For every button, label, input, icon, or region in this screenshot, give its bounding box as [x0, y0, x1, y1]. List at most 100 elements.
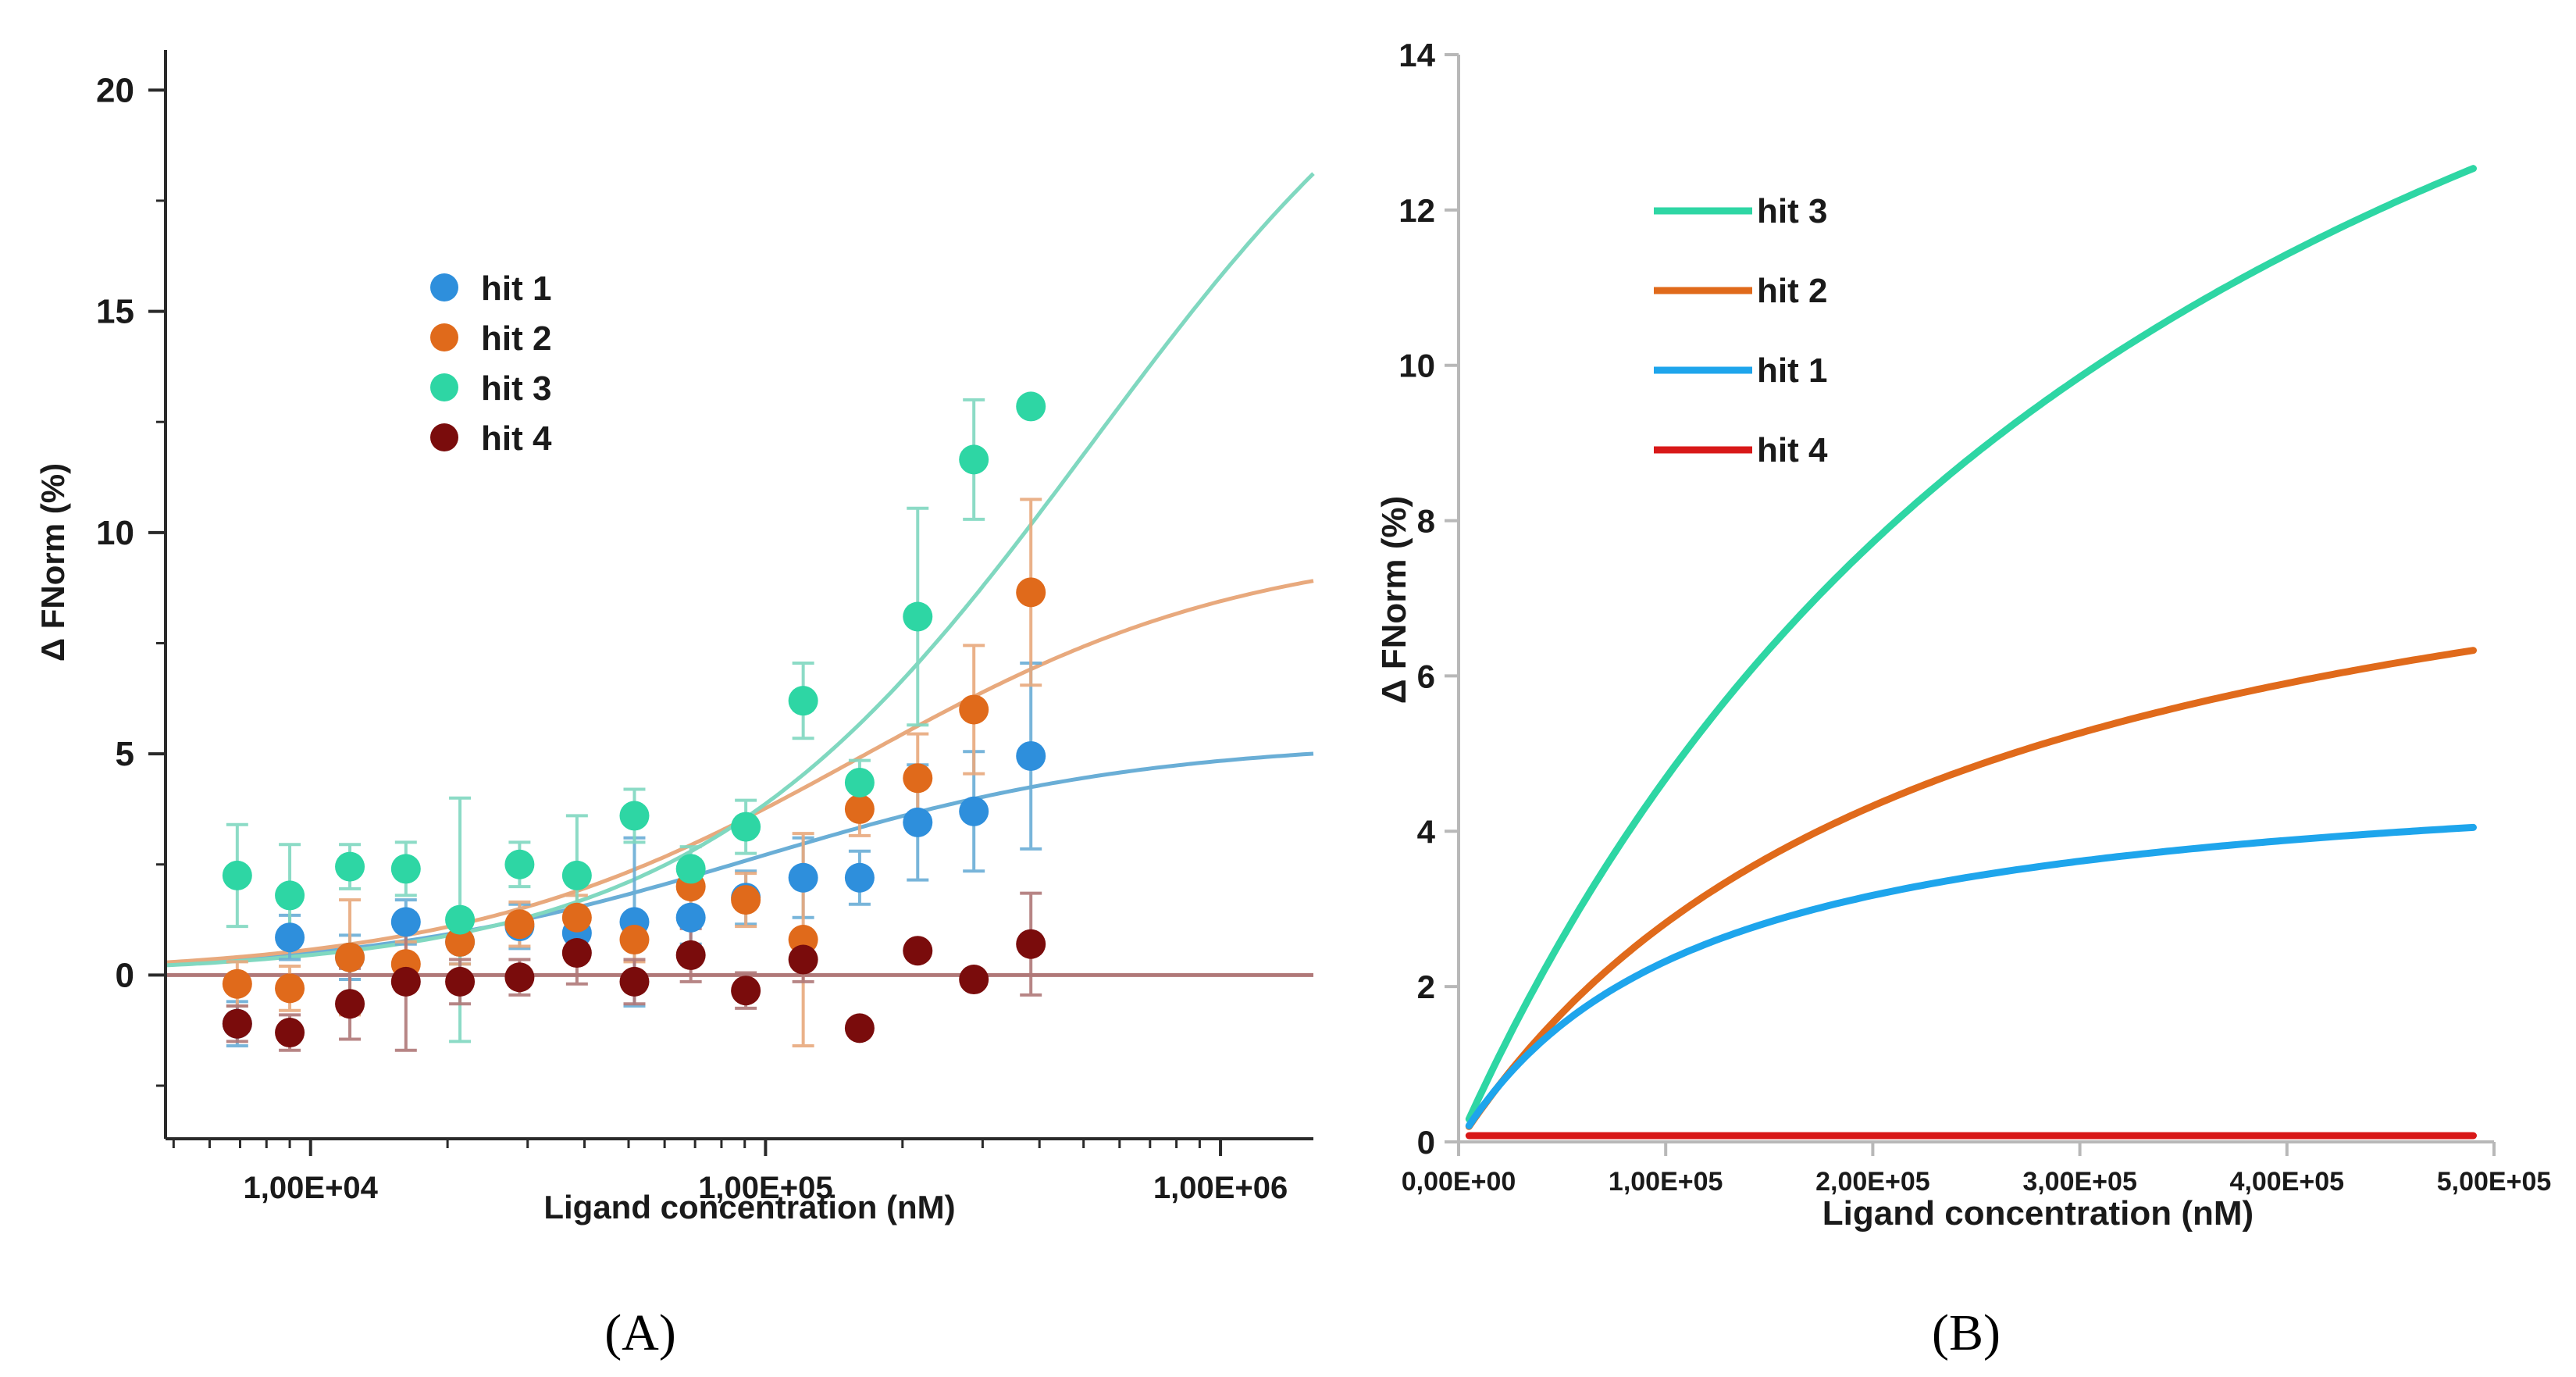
data-point-hit-2	[959, 694, 989, 725]
data-point-hit-2	[844, 794, 875, 824]
y-tick-label: 20	[96, 71, 134, 109]
x-tick-label: 1,00E+06	[1153, 1171, 1288, 1205]
legend-label-hit-1: hit 1	[481, 269, 551, 308]
data-point-hit-1	[1016, 740, 1046, 771]
panel-a-chart: 1,00E+04 1,00E+05 1,00E+06 0 5 10 15 20 Ligand…	[34, 50, 1315, 1361]
data-point-hit-2	[445, 926, 476, 957]
data-point-hit-4	[844, 1013, 875, 1043]
legend-label-hit-4: hit 4	[1757, 431, 1828, 469]
legend-label-hit-4: hit 4	[481, 419, 552, 458]
data-point-hit-3	[959, 444, 989, 475]
data-point-hit-2	[335, 942, 365, 972]
data-point-hit-3	[1016, 391, 1046, 422]
y-tick-label: 4	[1417, 813, 1436, 850]
data-point-hit-3	[275, 880, 305, 911]
data-point-hit-4	[959, 965, 989, 995]
data-point-hit-4	[675, 940, 706, 970]
x-tick-label: 1,00E+05	[698, 1171, 832, 1205]
data-point-hit-2	[504, 909, 535, 940]
fit-curve-hit-3	[165, 172, 1315, 968]
curve-hit-1	[1465, 823, 2477, 1129]
data-point-hit-1	[675, 902, 706, 933]
x-tick-label: 1,00E+04	[244, 1171, 379, 1205]
x-tick-label: 4,00E+05	[2230, 1167, 2345, 1197]
y-tick-label: 10	[96, 514, 134, 552]
data-point-hit-2	[731, 885, 761, 915]
panel-b-x-axis-label: Ligand concentration (nM)	[1822, 1194, 2254, 1233]
data-point-hit-2	[275, 973, 305, 1004]
legend-label-hit-1: hit 1	[1757, 351, 1827, 390]
panel-b-y-ticks: 0 2 4 6 8 10 12 14	[1398, 37, 1459, 1161]
panel-a-legend: hit 1 hit 2 hit 3 hit 4	[430, 269, 552, 458]
legend-marker-hit-3	[430, 373, 458, 401]
panel-a-y-ticks: 0 5 10 15 20	[96, 71, 166, 1087]
data-point-hit-3	[844, 767, 875, 797]
x-tick-label: 1,00E+05	[1609, 1167, 1723, 1197]
y-tick-label: 2	[1417, 969, 1435, 1005]
data-point-hit-3	[445, 904, 476, 935]
y-tick-label: 15	[96, 293, 134, 331]
legend-label-hit-3: hit 3	[481, 369, 551, 408]
data-point-hit-3	[335, 851, 365, 882]
panel-a-x-axis-label: Ligand concentration (nM)	[543, 1189, 955, 1225]
y-tick-label: 5	[116, 735, 134, 773]
y-tick-label: 12	[1398, 192, 1435, 229]
x-tick-label: 3,00E+05	[2022, 1167, 2137, 1197]
data-point-hit-4	[504, 962, 535, 993]
data-point-hit-4	[445, 966, 476, 997]
data-point-hit-4	[788, 944, 818, 975]
y-tick-label: 0	[116, 956, 134, 994]
panel-b-y-axis-label: Δ FNorm (%)	[1375, 496, 1413, 704]
legend-marker-hit-1	[430, 273, 458, 301]
data-point-hit-1	[390, 907, 421, 937]
y-tick-label: 0	[1417, 1124, 1435, 1161]
data-point-hit-4	[903, 936, 933, 966]
data-point-hit-2	[222, 969, 252, 999]
data-point-hit-4	[275, 1018, 305, 1048]
data-point-hit-2	[561, 902, 592, 933]
data-point-hit-3	[903, 601, 933, 632]
panel-b-label: (B)	[1932, 1304, 2001, 1361]
data-point-hit-3	[504, 849, 535, 879]
data-point-hit-1	[844, 862, 875, 893]
panel-a-y-axis-label: Δ FNorm (%)	[34, 463, 71, 662]
x-tick-label: 5,00E+05	[2437, 1167, 2552, 1197]
panel-b-legend: hit 3 hit 2 hit 1 hit 4	[1654, 192, 1828, 469]
data-point-hit-1	[275, 922, 305, 953]
data-point-hit-3	[222, 860, 252, 890]
data-point-hit-1	[903, 807, 933, 837]
data-point-hit-4	[561, 938, 592, 969]
y-tick-label: 14	[1398, 37, 1435, 73]
data-point-hit-4	[731, 976, 761, 1006]
data-point-hit-3	[619, 801, 650, 831]
legend-label-hit-2: hit 2	[1757, 272, 1827, 310]
data-point-hit-3	[675, 854, 706, 884]
data-point-hit-3	[561, 860, 592, 890]
data-point-hit-3	[731, 812, 761, 842]
data-point-hit-4	[619, 966, 650, 997]
x-tick-label: 0,00E+00	[1402, 1167, 1516, 1197]
curve-hit-3	[1465, 165, 2477, 1123]
legend-label-hit-3: hit 3	[1757, 192, 1827, 230]
legend-label-hit-2: hit 2	[481, 319, 551, 358]
data-point-hit-4	[335, 989, 365, 1019]
y-tick-label: 10	[1398, 348, 1435, 384]
data-point-hit-1	[788, 862, 818, 893]
x-tick-label: 2,00E+05	[1815, 1167, 1930, 1197]
data-point-hit-3	[788, 686, 818, 716]
data-point-hit-3	[390, 854, 421, 884]
data-point-hit-2	[903, 763, 933, 794]
data-point-hit-2	[619, 925, 650, 955]
y-tick-label: 6	[1417, 658, 1435, 694]
panel-a-label: (A)	[604, 1304, 676, 1361]
data-point-hit-4	[222, 1008, 252, 1039]
data-point-hit-1	[959, 796, 989, 826]
legend-marker-hit-4	[430, 423, 458, 451]
data-point-hit-4	[1016, 929, 1046, 959]
data-point-hit-2	[1016, 577, 1046, 608]
panel-b-chart: 0,00E+00 1,00E+05 2,00E+05 3,00E+05 4,00E+05…	[1375, 37, 2551, 1361]
curve-hit-2	[1465, 647, 2477, 1130]
panel-b-curves	[1465, 165, 2477, 1140]
data-point-hit-4	[390, 966, 421, 997]
